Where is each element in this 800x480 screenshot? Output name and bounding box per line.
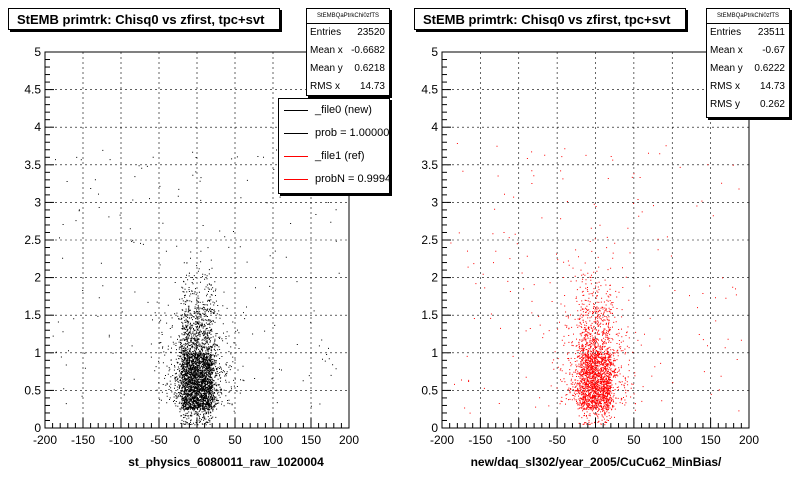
stats-value: 0.262 xyxy=(759,99,785,110)
left-y-tick-label: 4.5 xyxy=(24,83,41,97)
left-y-tick-label: 5 xyxy=(34,45,41,59)
stats-row: Entries 23520 xyxy=(307,24,389,42)
right-y-tick-label: 4.5 xyxy=(421,83,438,97)
left-y-tick-label: 1 xyxy=(34,346,41,360)
right-stats-name: StEMBQaPtrkChi0zfTS xyxy=(707,9,789,24)
right-x-tick-label: -100 xyxy=(507,433,531,447)
stats-row: RMS x 14.73 xyxy=(307,78,389,96)
legend-label: probN = 0.999440 xyxy=(315,173,390,185)
left-x-tick-label: -200 xyxy=(33,433,57,447)
left-scatter-points xyxy=(52,149,340,426)
left-x-tick-label: -150 xyxy=(71,433,95,447)
right-x-tick-label: 50 xyxy=(627,433,641,447)
right-y-tick-label: 1 xyxy=(431,346,438,360)
right-y-tick-label: 1.5 xyxy=(421,308,438,322)
stats-row: RMS y 0.262 xyxy=(707,96,789,114)
left-y-tick-label: 2.5 xyxy=(24,233,41,247)
right-y-tick-label: 0.5 xyxy=(421,383,438,397)
legend-swatch xyxy=(284,133,308,134)
right-y-tick-label: 4 xyxy=(431,120,438,134)
left-stats-box: StEMBQaPtrkChi0zfTS Entries 23520 Mean x -0… xyxy=(306,8,390,96)
stats-label: Mean x xyxy=(310,45,343,56)
right-y-tick-label: 2 xyxy=(431,271,438,285)
right-stats-box: StEMBQaPtrkChi0zfTS Entries 23511 Mean x -0… xyxy=(706,8,790,118)
left-y-tick-label: 0 xyxy=(34,421,41,435)
left-y-tick-label: 3 xyxy=(34,195,41,209)
legend-entry: prob = 1.000000 xyxy=(279,122,389,145)
stats-value: 0.6222 xyxy=(754,63,785,74)
right-stats-rows: Entries 23511 Mean x -0.67 Mean y 0.6222 RMS x… xyxy=(707,24,789,114)
left-plot-title: StEMB primtrk: Chisq0 vs zfirst, tpc+svt xyxy=(8,8,280,30)
stats-value: 14.73 xyxy=(759,81,785,92)
stats-label: Mean y xyxy=(310,63,343,74)
stats-label: RMS y xyxy=(710,99,740,110)
right-x-tick-label: -200 xyxy=(430,433,454,447)
right-y-tick-label: 5 xyxy=(431,45,438,59)
right-x-axis-title: new/daq_sl302/year_2005/CuCu62_MinBias/ xyxy=(470,455,722,469)
stats-row: Mean x -0.6682 xyxy=(307,42,389,60)
stats-value: 0.6218 xyxy=(354,63,385,74)
left-x-tick-label: 200 xyxy=(339,433,359,447)
left-x-tick-label: 0 xyxy=(194,433,201,447)
right-y-tick-label: 0 xyxy=(431,421,438,435)
stats-value: 23511 xyxy=(757,27,785,38)
stats-row: Mean y 0.6218 xyxy=(307,60,389,78)
legend-swatch xyxy=(284,156,308,157)
right-y-tick-label: 3.5 xyxy=(421,158,438,172)
stats-label: RMS x xyxy=(710,81,740,92)
left-x-tick-label: -50 xyxy=(150,433,168,447)
stats-row: Mean y 0.6222 xyxy=(707,60,789,78)
stats-label: Entries xyxy=(710,27,742,38)
stats-value: -0.67 xyxy=(762,45,785,56)
left-x-tick-label: 100 xyxy=(263,433,283,447)
right-y-tick-label: 3 xyxy=(431,195,438,209)
right-scatter-points xyxy=(450,143,742,426)
left-x-tick-label: 150 xyxy=(301,433,321,447)
left-y-tick-label: 1.5 xyxy=(24,308,41,322)
left-y-tick-label: 0.5 xyxy=(24,383,41,397)
left-x-tick-label: 50 xyxy=(228,433,242,447)
right-x-tick-label: 0 xyxy=(592,433,599,447)
legend-label: _file1 (ref) xyxy=(315,150,365,162)
left-y-tick-label: 2 xyxy=(34,271,41,285)
stats-row: Entries 23511 xyxy=(707,24,789,42)
stats-value: -0.6682 xyxy=(351,45,385,56)
stats-label: RMS x xyxy=(310,81,340,92)
left-stats-name: StEMBQaPtrkChi0zfTS xyxy=(307,9,389,24)
right-y-tick-label: 2.5 xyxy=(421,233,438,247)
right-x-tick-label: 100 xyxy=(662,433,682,447)
stats-label: Mean x xyxy=(710,45,743,56)
stats-value: 14.73 xyxy=(359,81,385,92)
legend-entry: _file0 (new) xyxy=(279,99,389,122)
left-y-tick-label: 4 xyxy=(34,120,41,134)
stats-label: Mean y xyxy=(710,63,743,74)
right-x-tick-label: -150 xyxy=(468,433,492,447)
stats-value: 23520 xyxy=(357,27,385,38)
legend-label: prob = 1.000000 xyxy=(315,127,390,139)
right-x-tick-label: -50 xyxy=(548,433,566,447)
left-x-axis-title: st_physics_6080011_raw_1020004 xyxy=(128,455,324,469)
legend-entry: _file1 (ref) xyxy=(279,145,389,168)
legend-swatch xyxy=(284,179,308,180)
legend-entry: probN = 0.999440 xyxy=(279,168,389,191)
legend-label: _file0 (new) xyxy=(315,104,372,116)
left-x-tick-label: -100 xyxy=(109,433,133,447)
left-y-tick-label: 3.5 xyxy=(24,158,41,172)
stats-row: Mean x -0.67 xyxy=(707,42,789,60)
right-plot-title: StEMB primtrk: Chisq0 vs zfirst, tpc+svt xyxy=(414,8,686,30)
stats-label: Entries xyxy=(310,27,342,38)
legend: _file0 (new) prob = 1.000000 _file1 (ref… xyxy=(278,98,390,194)
right-x-tick-label: 200 xyxy=(739,433,759,447)
left-stats-rows: Entries 23520 Mean x -0.6682 Mean y 0.6218 RMS… xyxy=(307,24,389,96)
legend-swatch xyxy=(284,110,308,111)
right-x-tick-label: 150 xyxy=(701,433,721,447)
stats-row: RMS x 14.73 xyxy=(707,78,789,96)
